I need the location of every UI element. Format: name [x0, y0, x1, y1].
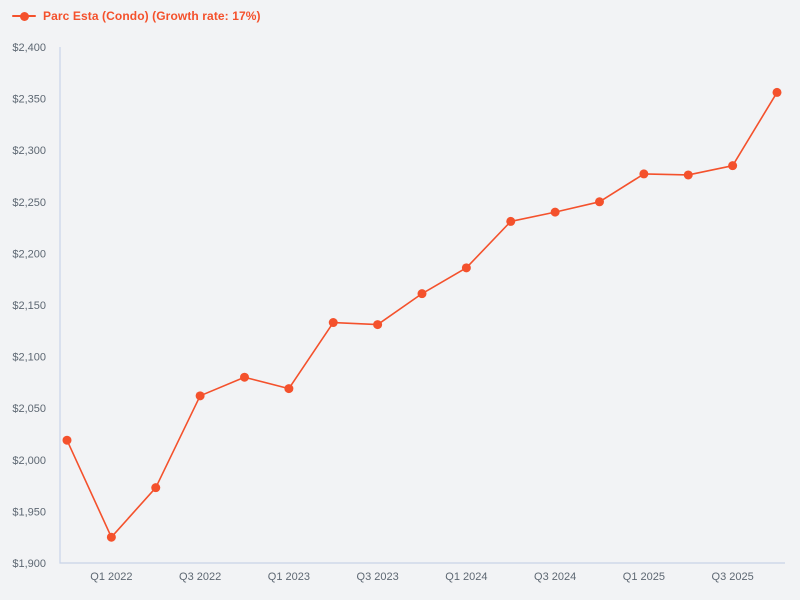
data-point[interactable] [772, 87, 782, 97]
x-axis-tick-label: Q3 2025 [712, 571, 754, 583]
y-axis-tick-label: $1,900 [12, 558, 46, 570]
y-axis-tick-label: $2,150 [12, 300, 46, 312]
data-point[interactable] [595, 197, 604, 207]
legend-label: Parc Esta (Condo) (Growth rate: 17%) [43, 9, 261, 23]
x-axis-tick-label: Q3 2023 [357, 571, 399, 583]
series-line [66, 91, 778, 539]
x-axis-tick-label: Q3 2024 [534, 571, 576, 583]
data-point[interactable] [417, 289, 427, 299]
data-point[interactable] [373, 320, 383, 330]
data-point[interactable] [328, 318, 338, 328]
data-point[interactable] [639, 169, 649, 179]
data-point[interactable] [506, 216, 516, 226]
data-point[interactable] [151, 483, 161, 493]
y-axis-tick-label: $2,000 [12, 455, 46, 467]
legend-line-dot-icon [12, 11, 36, 21]
y-axis-tick-label: $2,100 [12, 352, 46, 364]
data-point[interactable] [240, 372, 249, 382]
data-point[interactable] [550, 207, 560, 217]
data-point[interactable] [683, 170, 693, 180]
x-axis-tick-label: Q1 2024 [445, 571, 487, 583]
y-axis-tick-label: $1,950 [12, 506, 46, 518]
y-axis-tick-label: $2,250 [12, 197, 46, 209]
y-axis-tick-label: $2,400 [12, 42, 46, 54]
x-axis-tick-label: Q1 2023 [268, 571, 310, 583]
y-axis-tick-label: $2,300 [12, 145, 46, 157]
axis-lines [59, 47, 785, 564]
y-axis-tick-label: $2,200 [12, 248, 46, 260]
legend-dot-icon [19, 11, 29, 21]
y-axis-tick-label: $2,050 [12, 403, 46, 415]
data-point[interactable] [106, 532, 116, 542]
data-point[interactable] [195, 391, 205, 401]
data-point[interactable] [728, 161, 738, 171]
data-point[interactable] [284, 384, 294, 394]
y-axis-tick-label: $2,350 [12, 94, 46, 106]
x-axis-tick-label: Q1 2022 [90, 571, 132, 583]
data-point[interactable] [461, 263, 471, 273]
x-axis-tick-label: Q3 2022 [179, 571, 221, 583]
data-point[interactable] [62, 435, 72, 445]
legend-item[interactable]: Parc Esta (Condo) (Growth rate: 17%) [12, 9, 261, 23]
x-axis-tick-label: Q1 2025 [623, 571, 665, 583]
